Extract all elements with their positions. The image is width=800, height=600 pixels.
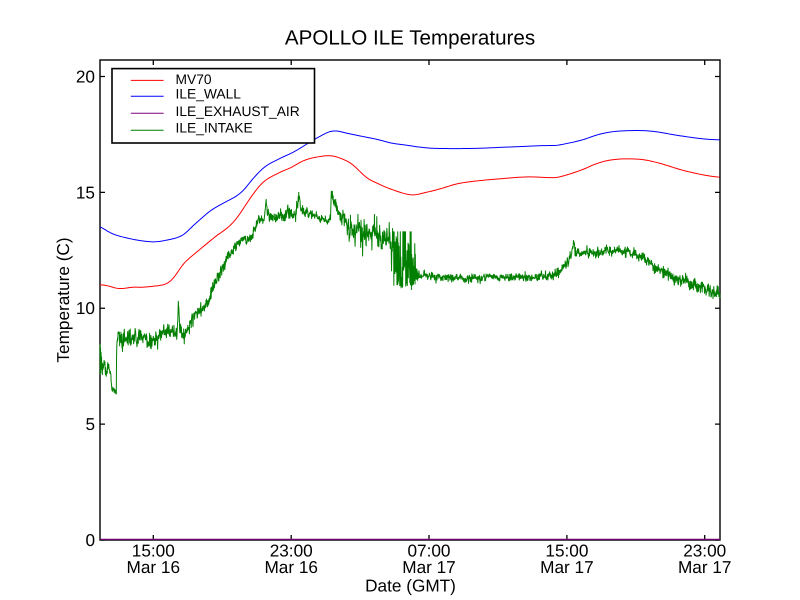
svg-text:ILE_INTAKE: ILE_INTAKE bbox=[176, 121, 253, 136]
svg-text:23:00: 23:00 bbox=[270, 540, 313, 560]
svg-text:Temperature (C): Temperature (C) bbox=[53, 237, 73, 362]
svg-text:15:00: 15:00 bbox=[545, 540, 588, 560]
svg-text:ILE_EXHAUST_AIR: ILE_EXHAUST_AIR bbox=[176, 104, 300, 119]
svg-text:23:00: 23:00 bbox=[683, 540, 726, 560]
svg-text:Mar 16: Mar 16 bbox=[264, 557, 318, 577]
svg-text:07:00: 07:00 bbox=[407, 540, 450, 560]
svg-text:MV70: MV70 bbox=[176, 72, 212, 87]
svg-text:APOLLO ILE Temperatures: APOLLO ILE Temperatures bbox=[285, 27, 535, 50]
svg-text:Mar 16: Mar 16 bbox=[127, 557, 181, 577]
svg-text:ILE_WALL: ILE_WALL bbox=[176, 86, 242, 101]
svg-text:Mar 17: Mar 17 bbox=[402, 557, 456, 577]
svg-text:10: 10 bbox=[76, 298, 95, 318]
svg-text:15: 15 bbox=[76, 182, 95, 202]
svg-text:Mar 17: Mar 17 bbox=[678, 557, 732, 577]
svg-text:15:00: 15:00 bbox=[132, 540, 175, 560]
svg-text:5: 5 bbox=[85, 414, 95, 434]
svg-text:0: 0 bbox=[85, 530, 95, 550]
svg-text:20: 20 bbox=[76, 66, 95, 86]
svg-text:Date (GMT): Date (GMT) bbox=[365, 575, 456, 595]
svg-text:Mar 17: Mar 17 bbox=[540, 557, 594, 577]
